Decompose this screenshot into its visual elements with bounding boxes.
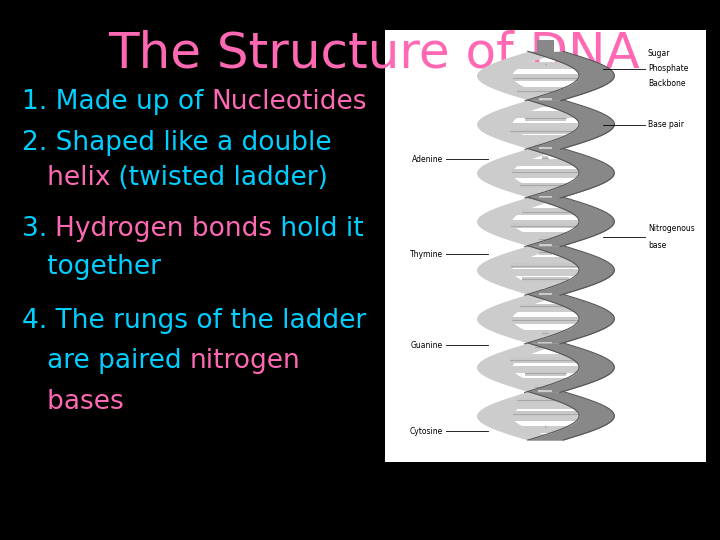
Text: Nitrogenous: Nitrogenous [648, 224, 695, 233]
Text: together: together [22, 254, 161, 280]
Text: 2. Shaped like a double: 2. Shaped like a double [22, 130, 331, 156]
Text: Nucleotides: Nucleotides [212, 89, 367, 115]
Text: The Structure of DNA: The Structure of DNA [109, 30, 640, 78]
Text: (twisted ladder): (twisted ladder) [110, 165, 328, 191]
Text: Phosphate: Phosphate [648, 64, 688, 73]
Text: Hydrogen bonds: Hydrogen bonds [55, 216, 272, 242]
Text: 1. Made up of: 1. Made up of [22, 89, 212, 115]
Text: Thymine: Thymine [410, 250, 443, 259]
Text: 4. The rungs of the ladder: 4. The rungs of the ladder [22, 308, 366, 334]
Text: Backbone: Backbone [648, 79, 685, 88]
FancyBboxPatch shape [385, 30, 706, 462]
Text: Sugar: Sugar [648, 49, 670, 58]
Text: 3.: 3. [22, 216, 55, 242]
Text: are paired: are paired [22, 348, 189, 374]
Text: Base pair: Base pair [648, 120, 684, 129]
Text: nitrogen: nitrogen [189, 348, 300, 374]
Text: hold it: hold it [272, 216, 364, 242]
Text: helix: helix [22, 165, 110, 191]
Text: Guanine: Guanine [410, 341, 443, 349]
Text: Cytosine: Cytosine [410, 427, 443, 436]
Text: base: base [648, 241, 666, 250]
Text: bases: bases [22, 389, 123, 415]
Text: Adenine: Adenine [412, 155, 443, 164]
